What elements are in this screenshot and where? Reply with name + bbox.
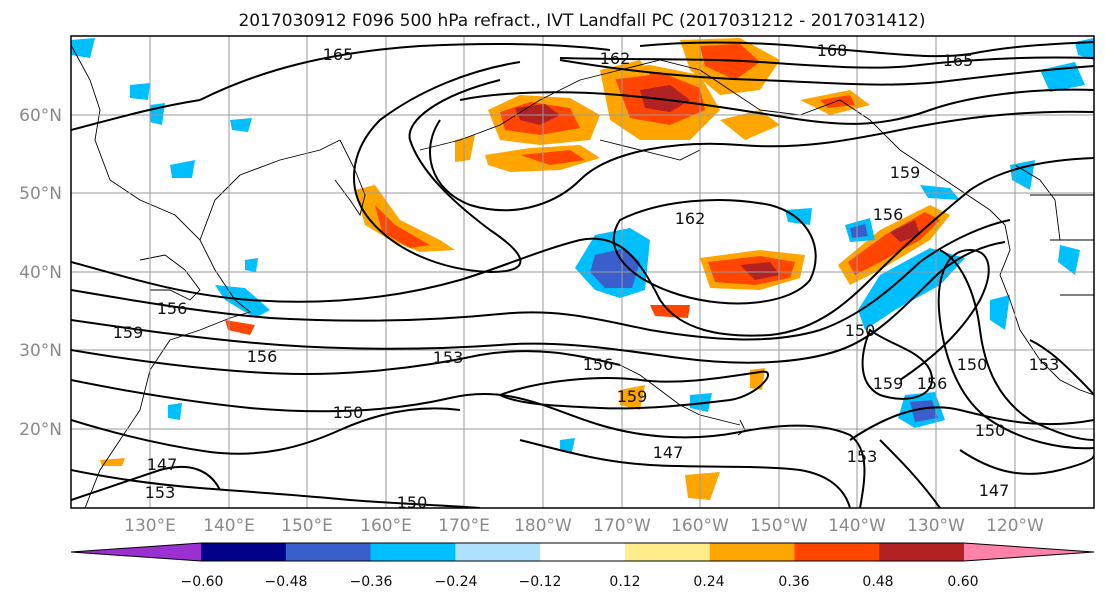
colorbar-segments (70, 542, 1095, 562)
lon-label: 170°W (593, 516, 651, 536)
map-frame (70, 35, 1095, 509)
colorbar-label: −0.60 (181, 574, 224, 590)
contour-label: 156 (583, 355, 614, 374)
coastlines (71, 44, 1094, 508)
colorbar-label: −0.24 (435, 574, 478, 590)
negative-region-northeast-pacific (858, 248, 965, 330)
contour-label: 150 (845, 321, 876, 340)
lat-label-60n: 60°N (19, 106, 62, 126)
positive-region-kamchatka (355, 185, 455, 252)
contour-label: 147 (979, 481, 1010, 500)
colorbar-label: −0.36 (350, 574, 393, 590)
contour-label: 153 (1029, 355, 1060, 374)
latitude-labels: 60°N 50°N 40°N 30°N 20°N (19, 106, 62, 440)
colorbar-swatch (540, 543, 626, 561)
colorbar-outline (70, 542, 1095, 562)
contour-label: 159 (873, 374, 904, 393)
colorbar-swatch (709, 543, 795, 561)
colorbar-label: 0.36 (778, 574, 809, 590)
colorbar-extend-high (964, 543, 1094, 561)
contour-label: 147 (653, 443, 684, 462)
lon-label: 130°W (907, 516, 965, 536)
contour-label: 159 (113, 323, 144, 342)
colorbar-swatch (455, 543, 541, 561)
lon-label: 120°W (986, 516, 1044, 536)
lon-label: 180°W (514, 516, 572, 536)
colorbar-label: 0.48 (862, 574, 893, 590)
lon-label: 150°E (281, 516, 333, 536)
colorbar-swatch (624, 543, 711, 561)
contour-label: 165 (943, 51, 974, 70)
contour-label: 159 (617, 387, 648, 406)
lon-label: 160°E (360, 516, 412, 536)
lat-label-40n: 40°N (19, 263, 62, 283)
contour-label: 162 (675, 209, 706, 228)
lon-label: 160°W (671, 516, 729, 536)
colorbar: −0.60 −0.48 −0.36 −0.24 −0.12 0.12 0.24 … (70, 542, 1095, 590)
colorbar-swatch (879, 543, 965, 561)
colorbar-label: 0.24 (693, 574, 724, 590)
map-title: 2017030912 F096 500 hPa refract., IVT La… (238, 11, 925, 31)
colorbar-label: 0.12 (609, 574, 640, 590)
colorbar-swatch (201, 543, 287, 561)
colorbar-swatch (794, 543, 880, 561)
contour-label: 153 (433, 348, 464, 367)
contour-label: 159 (890, 163, 921, 182)
colorbar-labels: −0.60 −0.48 −0.36 −0.24 −0.12 0.12 0.24 … (181, 574, 979, 590)
colorbar-label: −0.48 (265, 574, 308, 590)
longitude-labels: 130°E 140°E 150°E 160°E 170°E 180°W 170°… (124, 516, 1044, 536)
colorbar-label: 0.60 (947, 574, 978, 590)
contour-label: 156 (917, 374, 948, 393)
contour-label: 150 (333, 403, 364, 422)
lat-label-50n: 50°N (19, 184, 62, 204)
contour-label: 156 (247, 347, 278, 366)
contour-label: 165 (323, 45, 354, 64)
contour-label: 147 (147, 455, 178, 474)
refractivity-contours (71, 41, 1094, 508)
contour-label: 150 (957, 355, 988, 374)
lon-label: 130°E (124, 516, 176, 536)
map-area: 165 162 168 165 159 156 162 156 159 156 … (71, 36, 1094, 512)
contour-labels: 165 162 168 165 159 156 162 156 159 156 … (113, 41, 1060, 512)
contour-label: 168 (817, 41, 848, 60)
lon-label: 140°W (828, 516, 886, 536)
colorbar-label: −0.12 (519, 574, 562, 590)
colorbar-swatch (370, 543, 456, 561)
colorbar-extend-low (71, 543, 201, 561)
lat-label-30n: 30°N (19, 341, 62, 361)
colorbar-swatch (285, 543, 372, 561)
lon-label: 170°E (438, 516, 490, 536)
contour-label: 156 (157, 299, 188, 318)
lat-label-20n: 20°N (19, 420, 62, 440)
lon-label: 150°W (750, 516, 808, 536)
contour-label: 153 (145, 483, 176, 502)
lon-label: 140°E (203, 516, 255, 536)
contour-label: 150 (975, 421, 1006, 440)
contour-label: 150 (397, 493, 428, 512)
graticule (71, 36, 1094, 508)
contour-label: 153 (847, 447, 878, 466)
contour-label: 156 (873, 205, 904, 224)
contour-label: 162 (600, 49, 631, 68)
